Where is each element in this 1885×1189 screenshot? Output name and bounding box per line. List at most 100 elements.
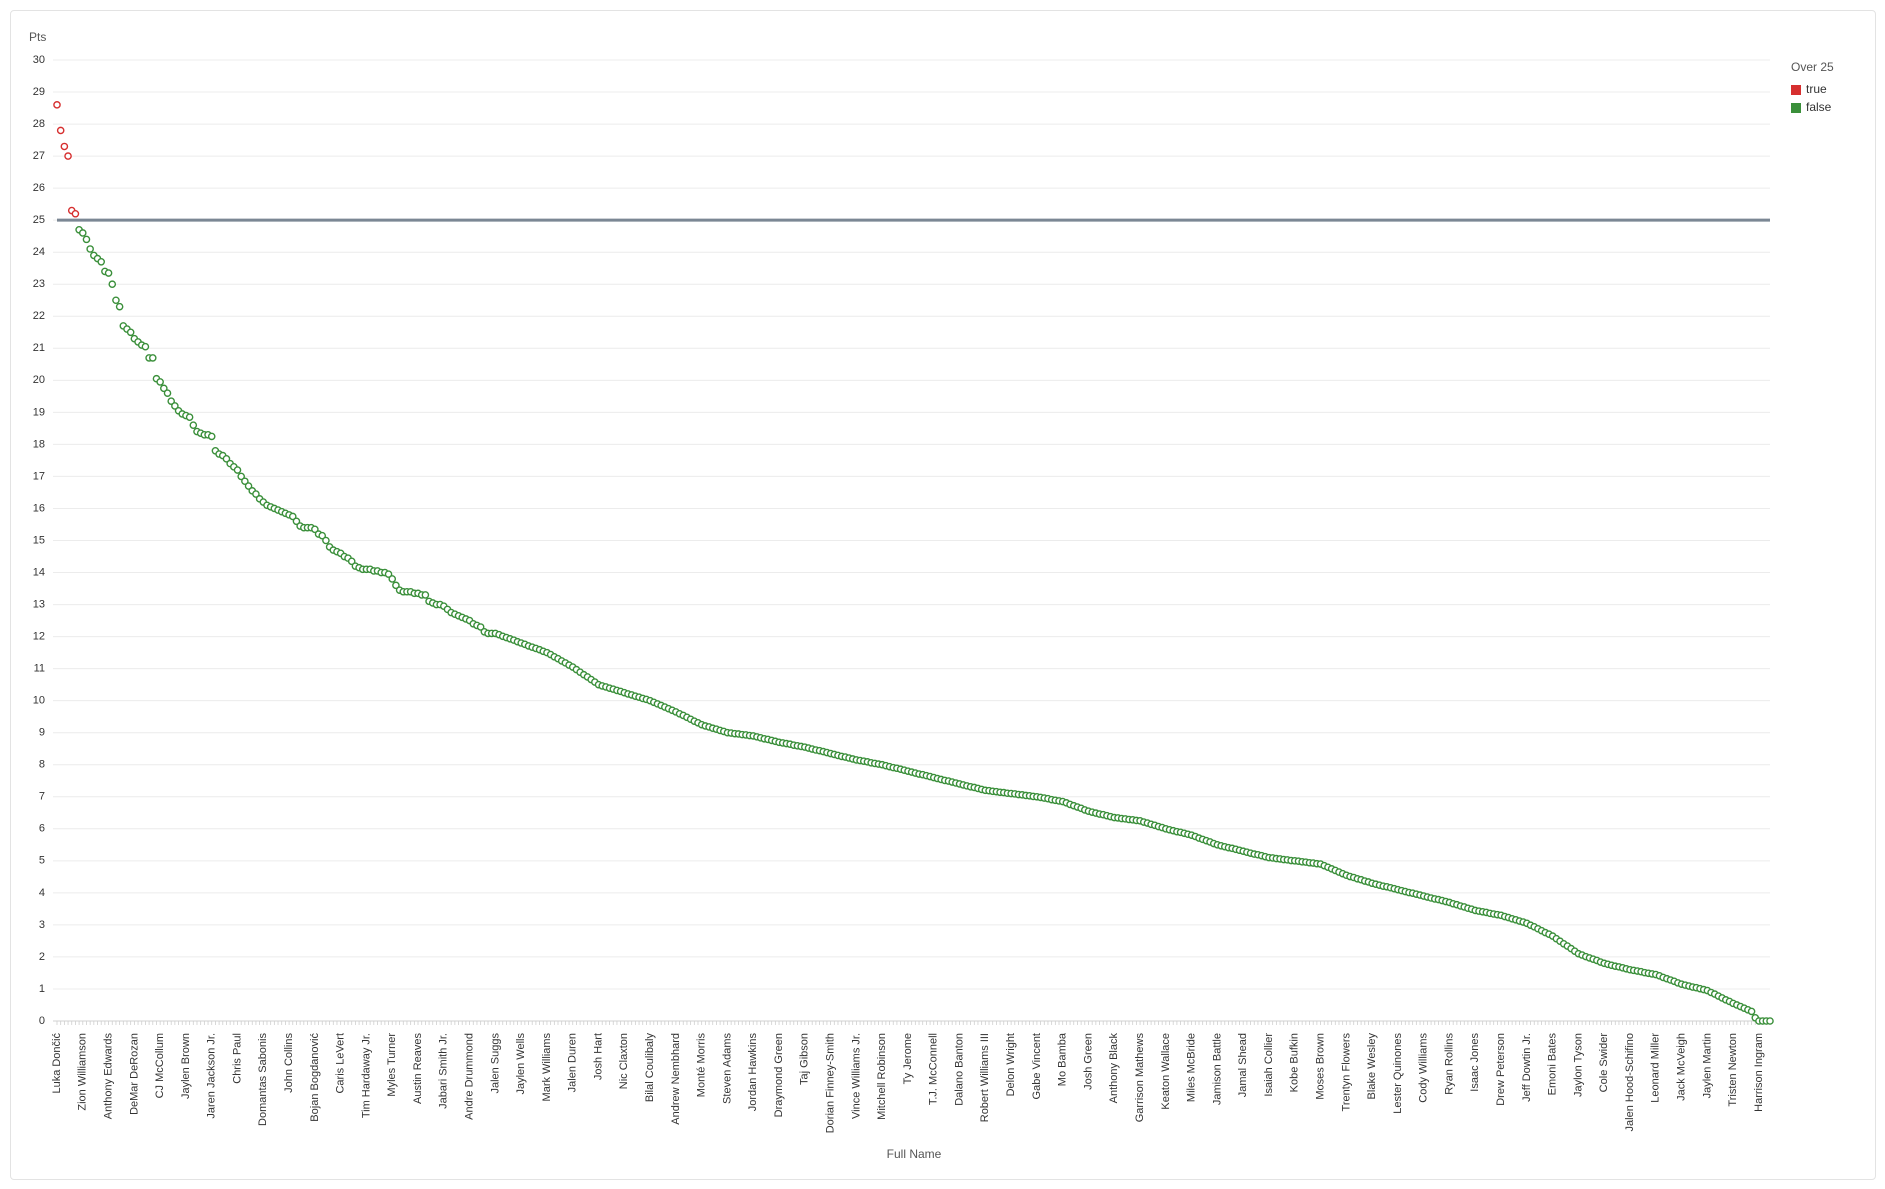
x-tick-label: John Collins [283,1033,295,1093]
y-axis-title: Pts [29,30,46,44]
x-tick-label: Jaylen Wells [515,1033,527,1095]
y-tick-label: 1 [39,983,45,995]
x-tick-label: Drew Peterson [1495,1033,1507,1106]
x-tick-label: Jaylen Martin [1701,1033,1713,1098]
x-tick-label: Josh Green [1082,1033,1094,1090]
legend-label: false [1806,100,1832,114]
x-tick-label: Jamal Shead [1237,1033,1249,1097]
x-tick-label: Miles McBride [1186,1033,1198,1102]
x-tick-label: Austin Reaves [412,1033,424,1104]
x-tick-label: Kobe Bufkin [1289,1033,1301,1092]
point [86,245,94,253]
y-tick-label: 26 [33,182,45,194]
x-tick-label: Jalen Hood-Schifino [1624,1033,1636,1131]
y-tick-label: 11 [34,663,45,675]
point [56,126,65,135]
point [207,432,216,441]
point [237,472,245,481]
x-tick-label: Bilal Coulibaly [644,1033,656,1103]
point [104,269,113,277]
point [384,570,393,578]
point [421,591,430,599]
x-tick-label: Jamison Battle [1211,1033,1223,1105]
y-tick-label: 3 [39,919,45,931]
y-tick-label: 22 [33,310,45,322]
point [185,413,194,421]
point [347,557,356,566]
point [53,101,61,109]
point [64,152,72,160]
x-tick-label: Ty Jerome [902,1033,914,1084]
x-tick-label: Isaac Jones [1469,1033,1481,1092]
x-tick-label: Jalen Suggs [489,1033,501,1094]
point [222,455,231,463]
x-tick-label: Moses Brown [1314,1033,1326,1100]
point [322,536,330,545]
y-tick-label: 24 [33,246,45,258]
y-tick-label: 20 [33,374,45,386]
point [241,477,249,486]
y-tick-label: 27 [33,150,45,162]
chart-card [10,10,1876,1180]
y-tick-label: 6 [39,823,45,835]
x-tick-label: Jack McVeigh [1675,1033,1687,1101]
x-tick-label: Andrew Nembhard [670,1033,682,1125]
y-tick-label: 0 [39,1015,45,1027]
y-tick-label: 4 [39,887,45,899]
x-tick-label: Gabe Vincent [1031,1033,1043,1099]
y-tick-label: 28 [33,118,45,130]
x-tick-label: Josh Hart [592,1033,604,1080]
x-tick-label: Harrison Ingram [1753,1033,1765,1112]
point [288,512,297,521]
x-tick-label: Garrison Mathews [1134,1033,1146,1123]
y-tick-label: 14 [33,566,45,578]
point [160,384,168,393]
x-tick-label: Tim Hardaway Jr. [360,1033,372,1118]
point [311,525,319,534]
legend-swatch [1791,85,1801,95]
x-tick-label: Andre Drummond [463,1033,475,1120]
x-tick-label: Jaylon Tyson [1572,1033,1584,1097]
legend-title: Over 25 [1791,60,1834,74]
y-tick-label: 17 [33,470,45,482]
y-tick-label: 2 [39,951,45,963]
x-tick-label: Nic Claxton [618,1033,630,1089]
x-tick-label: Isaiah Collier [1263,1033,1275,1097]
x-tick-label: Caris LeVert [335,1033,347,1094]
legend-swatch [1791,103,1801,113]
y-tick-label: 9 [39,727,45,739]
x-tick-label: Mark Williams [541,1033,553,1102]
x-tick-label: Jaren Jackson Jr. [206,1033,218,1119]
x-axis-title: Full Name [887,1147,942,1161]
x-tick-label: Emoni Bates [1547,1033,1559,1096]
y-tick-label: 10 [33,695,45,707]
legend-label: true [1806,82,1827,96]
x-tick-label: Tristen Newton [1727,1033,1739,1107]
x-tick-label: Taj Gibson [799,1033,811,1085]
point [141,342,150,351]
point [82,235,91,244]
point [244,482,253,490]
point [115,302,124,311]
x-tick-label: Lester Quinones [1392,1033,1404,1114]
x-tick-label: Cole Swider [1598,1033,1610,1093]
x-tick-label: Bojan Bogdanović [309,1033,321,1122]
x-tick-label: Jabari Smith Jr. [438,1033,450,1109]
point [126,328,135,337]
x-tick-label: Anthony Edwards [102,1033,114,1120]
y-tick-label: 13 [33,598,45,610]
point [189,421,198,429]
x-tick-label: Jalen Duren [567,1033,579,1092]
y-tick-label: 15 [33,534,45,546]
y-tick-label: 19 [33,406,45,418]
x-tick-label: Anthony Black [1108,1033,1120,1104]
x-tick-label: Dalano Banton [953,1033,965,1106]
point [112,296,120,305]
y-tick-label: 5 [39,855,45,867]
point [148,354,157,362]
x-tick-label: DeMar DeRozan [128,1033,140,1115]
x-tick-label: Mo Bamba [1057,1032,1069,1086]
point [1766,1017,1774,1025]
